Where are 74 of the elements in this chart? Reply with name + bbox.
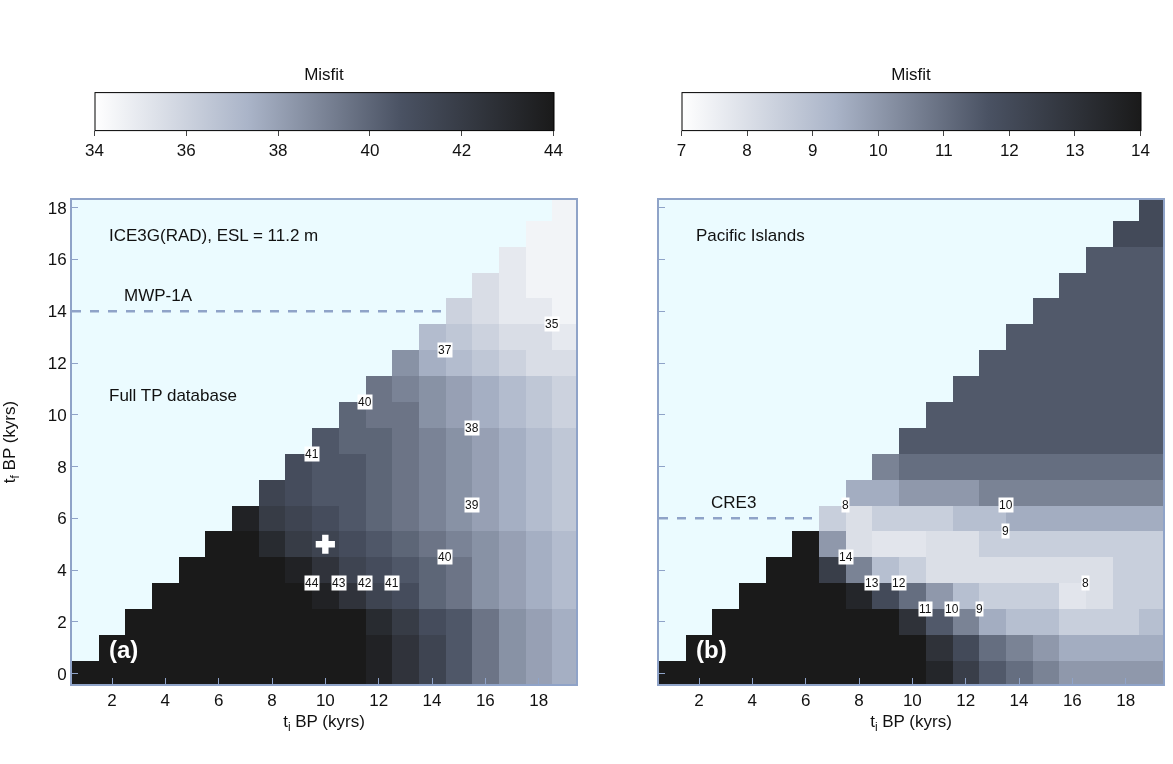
x-tick-label: 14 <box>1009 691 1029 711</box>
x-tick-label: 12 <box>956 691 976 711</box>
x-tick-label: 16 <box>475 691 495 711</box>
ref-line-label: MWP-1A <box>124 286 193 305</box>
color-bar-title: Misfit <box>891 65 932 85</box>
annotation: Pacific Islands <box>696 226 805 245</box>
annotation: 41 <box>385 576 399 590</box>
y-tick-label: 6 <box>57 509 67 529</box>
annotation: 41 <box>305 447 319 461</box>
annotation: 14 <box>839 550 853 564</box>
annotation: 35 <box>545 317 559 331</box>
y-tick-label: 16 <box>47 250 67 270</box>
x-tick-label: 4 <box>747 691 758 711</box>
x-axis-title: t$_{i}$ BP (kyrs) <box>870 712 952 734</box>
color-bar-label: 11 <box>934 141 953 160</box>
x-tick-label: 18 <box>529 691 549 711</box>
y-tick-label: 12 <box>47 354 67 374</box>
annotation: 42 <box>358 576 372 590</box>
annotation: 12 <box>892 576 906 590</box>
y-tick-label: 2 <box>57 612 67 632</box>
y-tick-label: 10 <box>47 405 67 425</box>
color-bar-label: 10 <box>868 141 888 160</box>
annotation: Full TP database <box>109 386 237 405</box>
y-tick-label: 18 <box>47 198 67 218</box>
ref-line-label: CRE3 <box>711 493 757 512</box>
annotation: 43 <box>332 576 346 590</box>
y-tick-label: 14 <box>47 302 67 322</box>
x-tick-label: 2 <box>107 691 117 711</box>
annotation: 9 <box>1002 524 1009 538</box>
y-tick-label: 0 <box>57 664 67 684</box>
x-tick-label: 10 <box>315 691 335 711</box>
annotation: 38 <box>465 421 479 435</box>
annotation: 39 <box>465 498 479 512</box>
color-bar-label: 38 <box>268 141 288 160</box>
annotation: 8 <box>1082 576 1089 590</box>
color-bar-label: 44 <box>544 141 563 160</box>
x-tick-label: 8 <box>854 691 864 711</box>
y-tick-label: 4 <box>57 561 67 581</box>
annotation: (a) <box>109 636 139 663</box>
x-axis-title: t$_{i}$ BP (kyrs) <box>283 712 365 734</box>
color-bar-label: 12 <box>999 141 1019 160</box>
color-bar-label: 34 <box>85 141 104 160</box>
color-bar-label: 36 <box>176 141 196 160</box>
x-tick-label: 14 <box>422 691 442 711</box>
color-bar-label: 8 <box>742 141 752 160</box>
annotation: 10 <box>945 602 959 616</box>
x-tick-label: 16 <box>1062 691 1082 711</box>
annotation: 37 <box>438 343 452 357</box>
annotation: 10 <box>999 498 1013 512</box>
color-bar-label: 13 <box>1065 141 1085 160</box>
color-bar-label: 14 <box>1131 141 1150 160</box>
annotation: 40 <box>438 550 452 564</box>
annotation: 11 <box>919 602 932 616</box>
x-tick-label: 4 <box>160 691 171 711</box>
x-tick-label: 2 <box>694 691 704 711</box>
annotation: 44 <box>305 576 319 590</box>
y-tick-label: 8 <box>57 457 67 477</box>
annotation: (b) <box>696 636 727 663</box>
color-bar-label: 9 <box>807 141 818 160</box>
color-bar-label: 40 <box>360 141 380 160</box>
annotation: 40 <box>358 395 372 409</box>
color-bar-title: Misfit <box>304 65 345 85</box>
color-bar-label: 7 <box>676 141 687 160</box>
x-tick-label: 18 <box>1116 691 1136 711</box>
annotation: 8 <box>842 498 849 512</box>
x-tick-label: 12 <box>369 691 389 711</box>
x-tick-label: 6 <box>213 691 224 711</box>
x-tick-label: 10 <box>902 691 922 711</box>
annotation: ICE3G(RAD), ESL = 11.2 m <box>109 226 319 245</box>
x-tick-label: 6 <box>800 691 811 711</box>
color-bar-label: 42 <box>452 141 472 160</box>
annotation: 13 <box>865 576 879 590</box>
x-tick-label: 8 <box>267 691 277 711</box>
annotation: 9 <box>976 602 983 616</box>
